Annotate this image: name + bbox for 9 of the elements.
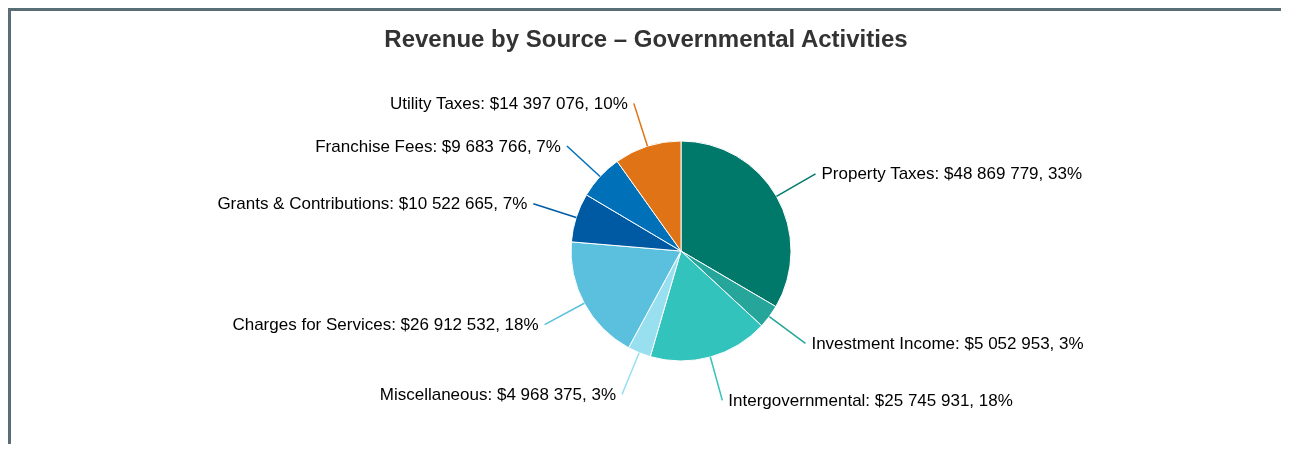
slice-label: Property Taxes: $48 869 779, 33% — [821, 164, 1083, 184]
slice-label: Utility Taxes: $14 397 076, 10% — [389, 93, 628, 113]
chart-title: Revenue by Source – Governmental Activities — [383, 24, 909, 54]
slice-label: Grants & Contributions: $10 522 665, 7% — [217, 194, 528, 214]
slice-label: Charges for Services: $26 912 532, 18% — [232, 315, 539, 335]
slice-label: Miscellaneous: $4 968 375, 3% — [379, 384, 617, 404]
slice-label: Intergovernmental: $25 745 931, 18% — [728, 390, 1013, 410]
slice-label: Investment Income: $5 052 953, 3% — [811, 333, 1084, 353]
slice-label: Franchise Fees: $9 683 766, 7% — [315, 136, 561, 156]
